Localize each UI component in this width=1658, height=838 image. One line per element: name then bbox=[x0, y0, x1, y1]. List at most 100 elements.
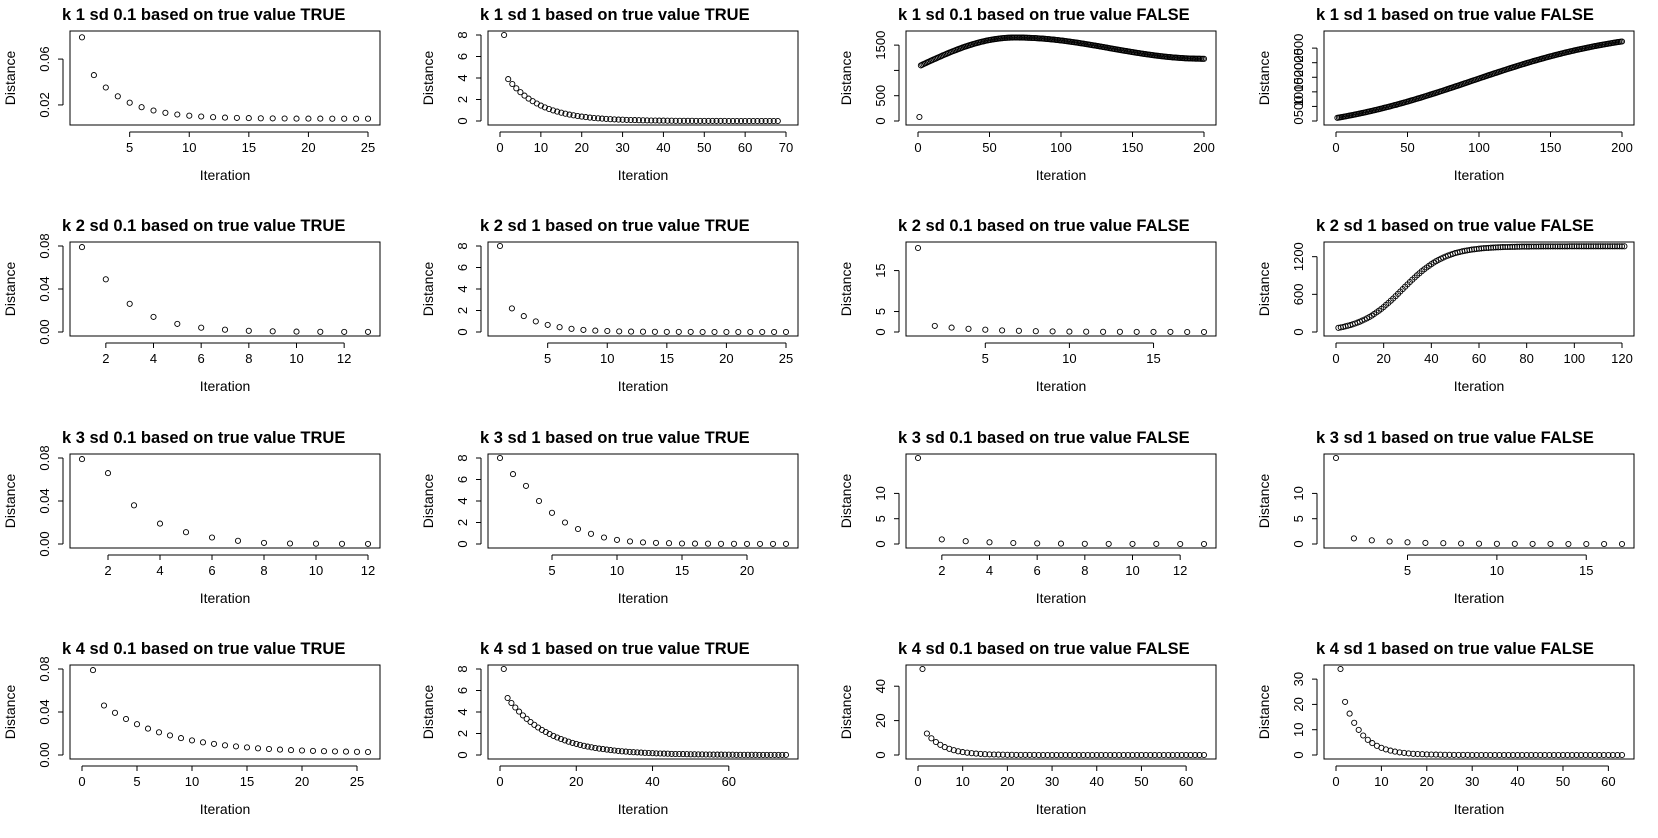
x-tick-label: 10 bbox=[1125, 563, 1139, 578]
data-point bbox=[1142, 751, 1149, 759]
x-tick-label: 8 bbox=[245, 351, 252, 366]
data-point bbox=[1105, 540, 1112, 547]
data-point bbox=[102, 84, 109, 91]
data-point bbox=[611, 116, 618, 123]
y-tick-label: 0 bbox=[455, 328, 470, 335]
data-point bbox=[580, 326, 587, 333]
data-point bbox=[691, 751, 698, 758]
data-point bbox=[1053, 751, 1060, 759]
chart-panel: k 3 sd 0.1 based on true value TRUE 2 4 6 8 1… bbox=[2, 429, 381, 606]
data-point bbox=[600, 534, 608, 541]
x-tick-label: 8 bbox=[1081, 563, 1088, 578]
data-point bbox=[1529, 540, 1536, 547]
data-point bbox=[1396, 749, 1403, 756]
data-point bbox=[198, 324, 205, 331]
chart-panel: k 4 sd 0.1 based on true value TRUE 0 5 10 1… bbox=[2, 640, 381, 817]
data-point bbox=[641, 749, 648, 756]
chart-title: k 2 sd 1 based on true value FALSE bbox=[1316, 217, 1594, 235]
data-point bbox=[964, 749, 971, 756]
x-tick-label: 10 bbox=[1490, 563, 1504, 578]
data-point bbox=[210, 114, 217, 121]
data-point bbox=[243, 744, 251, 751]
y-tick-label: 4 bbox=[455, 285, 470, 292]
x-tick-label: 4 bbox=[150, 351, 157, 366]
y-tick-label: 0.08 bbox=[37, 656, 52, 681]
data-point bbox=[588, 744, 595, 751]
data-point bbox=[293, 115, 300, 122]
y-axis-label: Distance bbox=[1256, 474, 1272, 529]
data-point bbox=[622, 748, 629, 755]
data-point bbox=[166, 732, 174, 739]
x-tick-label: 20 bbox=[1420, 774, 1434, 789]
data-point bbox=[269, 115, 276, 122]
plot-frame bbox=[905, 664, 1217, 760]
data-point bbox=[1150, 328, 1157, 335]
x-tick-label: 50 bbox=[697, 140, 711, 155]
y-tick-label: 4 bbox=[455, 74, 470, 81]
data-point bbox=[1546, 751, 1553, 759]
data-point bbox=[916, 113, 923, 121]
data-point bbox=[649, 750, 656, 757]
x-tick-label: 10 bbox=[600, 351, 614, 366]
data-point bbox=[688, 117, 696, 124]
chart-title: k 1 sd 1 based on true value FALSE bbox=[1316, 6, 1594, 24]
data-point bbox=[653, 750, 660, 757]
data-point bbox=[587, 530, 595, 537]
x-axis-label: Iteration bbox=[618, 378, 669, 394]
data-point bbox=[1200, 540, 1208, 548]
data-point bbox=[545, 105, 553, 113]
y-tick-label: 0.08 bbox=[37, 233, 52, 258]
data-point bbox=[1446, 751, 1453, 758]
chart-panel: k 2 sd 0.1 based on true value FALSE 5 10 1… bbox=[838, 217, 1217, 394]
x-tick-label: 40 bbox=[656, 140, 670, 155]
data-point bbox=[665, 540, 673, 547]
x-axis-label: Iteration bbox=[1036, 801, 1087, 817]
data-point bbox=[517, 89, 524, 96]
data-point bbox=[233, 114, 240, 121]
data-point bbox=[221, 326, 229, 333]
y-tick-label: 0.02 bbox=[37, 92, 52, 117]
data-point bbox=[1133, 751, 1141, 759]
x-tick-label: 2 bbox=[102, 351, 109, 366]
plot-frame bbox=[905, 30, 1217, 126]
data-point bbox=[995, 751, 1002, 758]
x-axis-label: Iteration bbox=[1454, 801, 1505, 817]
data-point bbox=[1601, 540, 1608, 548]
data-point bbox=[78, 244, 86, 251]
data-point bbox=[611, 747, 618, 754]
data-point bbox=[684, 117, 691, 124]
x-tick-label: 10 bbox=[610, 563, 624, 578]
data-point bbox=[628, 328, 635, 335]
data-point bbox=[586, 114, 593, 121]
data-point bbox=[596, 745, 603, 752]
data-point bbox=[260, 539, 268, 546]
y-axis-label: Distance bbox=[2, 685, 18, 740]
data-point bbox=[1386, 538, 1393, 545]
data-point bbox=[981, 751, 989, 758]
x-tick-label: 10 bbox=[955, 774, 969, 789]
data-point bbox=[1583, 540, 1590, 548]
data-point bbox=[1066, 328, 1073, 335]
x-tick-label: 50 bbox=[1556, 774, 1570, 789]
data-point bbox=[968, 750, 975, 757]
data-point bbox=[607, 116, 614, 123]
data-point bbox=[1167, 328, 1174, 335]
data-point bbox=[756, 540, 764, 547]
data-point bbox=[1573, 751, 1580, 759]
data-point bbox=[1600, 751, 1607, 759]
data-point bbox=[1401, 749, 1408, 756]
data-point bbox=[520, 313, 527, 320]
data-point bbox=[1200, 328, 1208, 336]
data-point bbox=[630, 749, 637, 756]
data-point bbox=[737, 751, 744, 758]
x-tick-label: 200 bbox=[1611, 140, 1633, 155]
data-point bbox=[771, 751, 778, 758]
y-tick-label: 0 bbox=[873, 540, 888, 547]
data-point bbox=[221, 742, 229, 749]
y-tick-label: 0 bbox=[455, 117, 470, 124]
data-point bbox=[1532, 751, 1539, 759]
data-point bbox=[1015, 327, 1022, 334]
data-point bbox=[1618, 540, 1626, 548]
